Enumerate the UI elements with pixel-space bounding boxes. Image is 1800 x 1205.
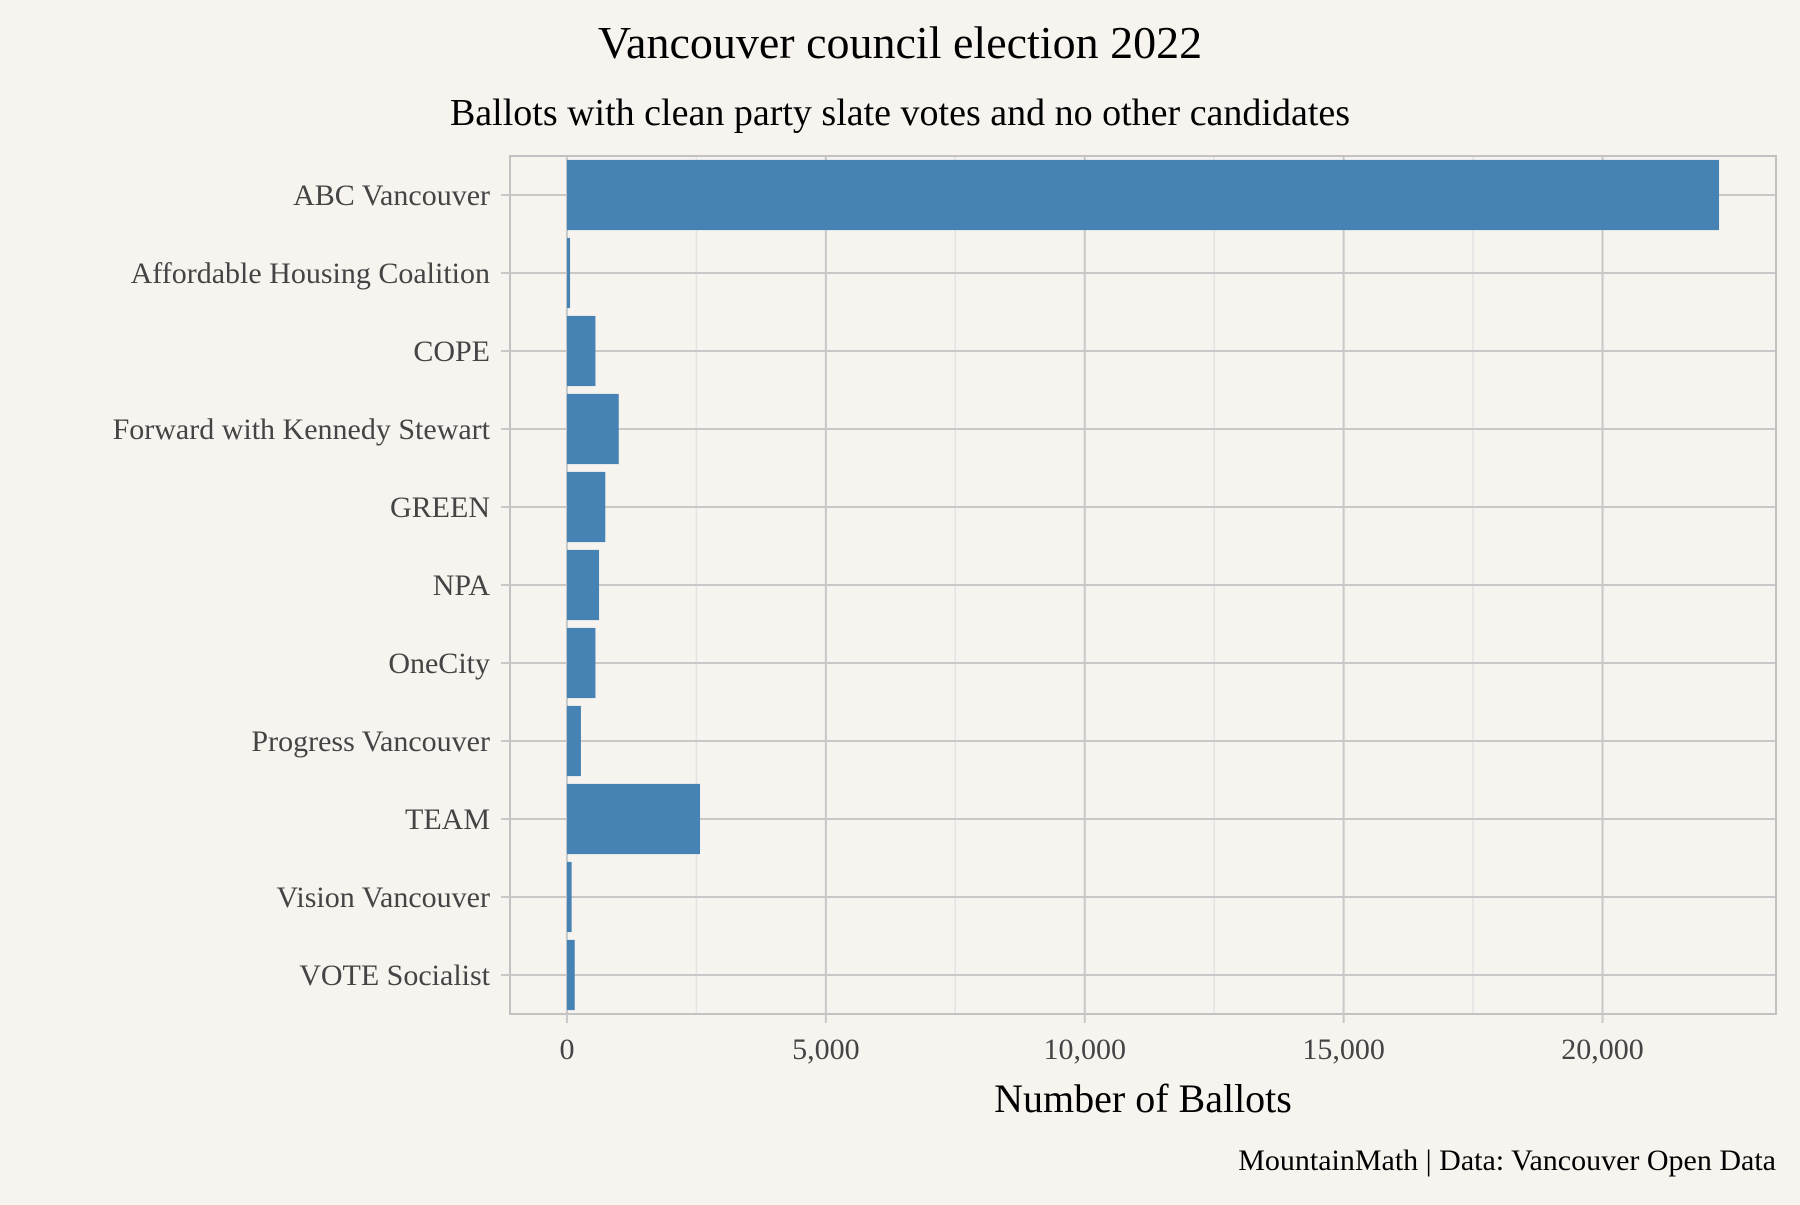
x-tick-label: 5,000 bbox=[792, 1033, 860, 1066]
y-tick-label: VOTE Socialist bbox=[299, 959, 490, 992]
y-tick-label: Progress Vancouver bbox=[251, 725, 490, 758]
y-tick-label: OneCity bbox=[388, 647, 490, 680]
bar bbox=[566, 159, 1720, 231]
x-tick-label: 20,000 bbox=[1561, 1033, 1644, 1066]
y-tick-label: Vision Vancouver bbox=[277, 881, 490, 914]
x-tick-label: 0 bbox=[559, 1033, 574, 1066]
chart-title: Vancouver council election 2022 bbox=[598, 17, 1202, 68]
x-axis: 0 5,000 10,000 15,000 20,000 bbox=[559, 1014, 1644, 1066]
bar bbox=[566, 861, 572, 933]
bar bbox=[566, 549, 600, 621]
x-tick-label: 10,000 bbox=[1043, 1033, 1126, 1066]
bar bbox=[566, 393, 619, 465]
bar bbox=[566, 237, 571, 309]
x-tick-label: 15,000 bbox=[1302, 1033, 1385, 1066]
y-tick-label: Affordable Housing Coalition bbox=[131, 257, 490, 290]
y-axis: ABC Vancouver Affordable Housing Coalitio… bbox=[113, 179, 510, 992]
y-tick-label: Forward with Kennedy Stewart bbox=[113, 413, 491, 446]
y-tick-label: GREEN bbox=[390, 491, 490, 524]
y-tick-label: NPA bbox=[433, 569, 491, 602]
bar bbox=[566, 939, 575, 1011]
y-tick-label: TEAM bbox=[405, 803, 490, 836]
y-tick-label: COPE bbox=[413, 335, 490, 368]
bar-layer bbox=[566, 159, 1720, 1011]
bar bbox=[566, 783, 701, 855]
bar bbox=[566, 705, 581, 777]
x-axis-title: Number of Ballots bbox=[994, 1076, 1292, 1121]
chart-caption: MountainMath | Data: Vancouver Open Data bbox=[1238, 1144, 1776, 1177]
bar bbox=[566, 471, 606, 543]
chart-subtitle: Ballots with clean party slate votes and… bbox=[450, 92, 1350, 134]
bar bbox=[566, 315, 596, 387]
bar bbox=[566, 627, 596, 699]
y-tick-label: ABC Vancouver bbox=[293, 179, 490, 212]
